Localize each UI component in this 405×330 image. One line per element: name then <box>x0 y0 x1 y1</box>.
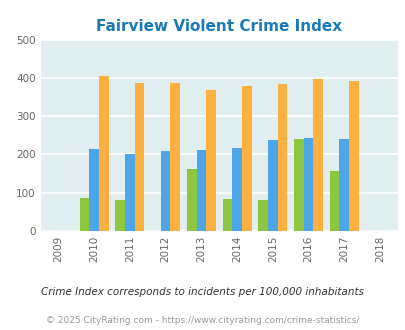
Bar <box>313 79 322 231</box>
Bar <box>329 171 339 231</box>
Bar <box>206 90 215 231</box>
Bar <box>241 86 251 231</box>
Bar <box>222 199 232 231</box>
Bar <box>258 200 267 231</box>
Bar <box>277 84 287 231</box>
Bar <box>348 81 358 231</box>
Bar <box>186 169 196 231</box>
Bar <box>232 148 241 231</box>
Bar <box>160 151 170 231</box>
Bar <box>293 139 303 231</box>
Bar <box>89 149 99 231</box>
Text: © 2025 CityRating.com - https://www.cityrating.com/crime-statistics/: © 2025 CityRating.com - https://www.city… <box>46 315 359 325</box>
Bar <box>99 76 109 231</box>
Bar <box>79 198 89 231</box>
Bar <box>170 83 180 231</box>
Bar <box>303 138 313 231</box>
Bar <box>339 139 348 231</box>
Bar <box>125 154 134 231</box>
Bar <box>134 83 144 231</box>
Bar <box>196 150 206 231</box>
Title: Fairview Violent Crime Index: Fairview Violent Crime Index <box>96 19 341 34</box>
Bar <box>115 200 125 231</box>
Bar <box>267 140 277 231</box>
Text: Crime Index corresponds to incidents per 100,000 inhabitants: Crime Index corresponds to incidents per… <box>41 287 364 297</box>
